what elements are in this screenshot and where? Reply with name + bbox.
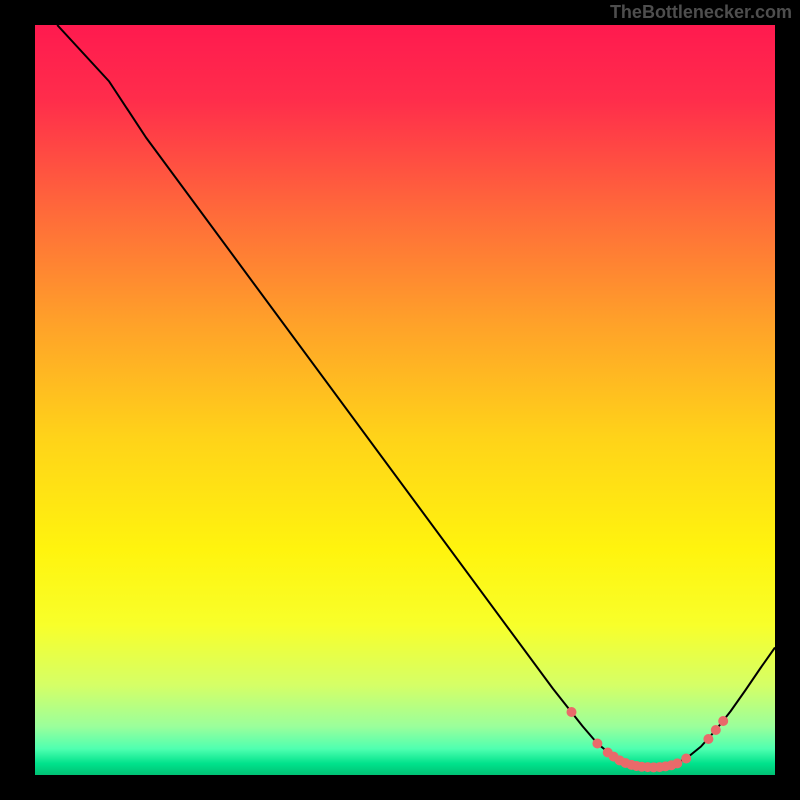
data-point [718,716,728,726]
data-point [711,725,721,735]
chart-plot-area [35,25,775,775]
data-point [672,758,682,768]
data-point [592,739,602,749]
watermark-text: TheBottlenecker.com [610,2,792,23]
data-point [703,734,713,744]
chart-dots-layer [35,25,775,775]
data-point [681,754,691,764]
data-point [567,707,577,717]
